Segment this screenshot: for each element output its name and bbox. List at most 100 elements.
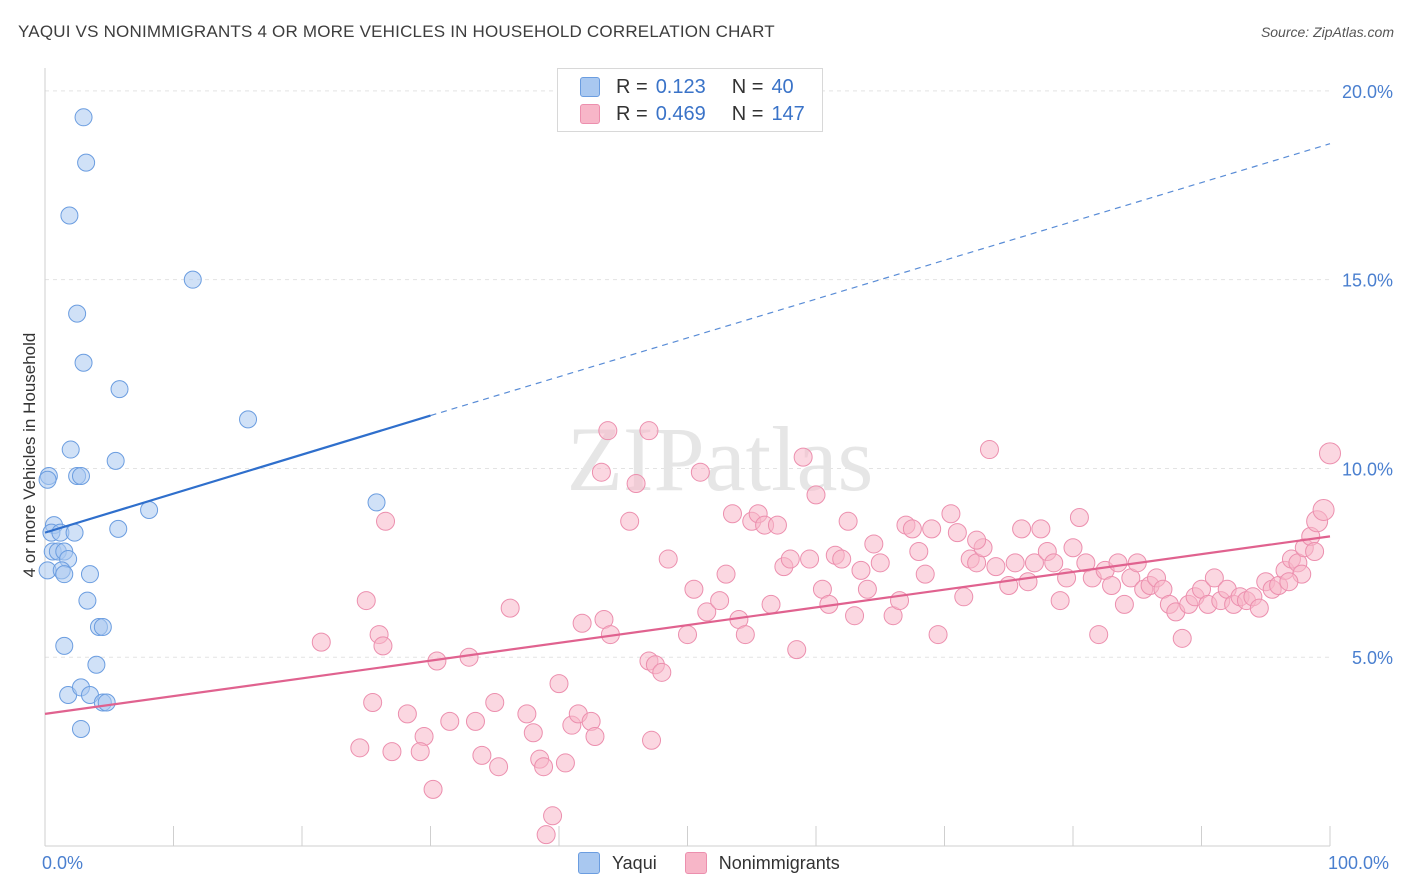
nonimmigrant-point [620, 511, 640, 531]
nonimmigrant-point [1089, 625, 1109, 645]
nonimmigrant-point [928, 625, 948, 645]
yaqui-point [110, 380, 129, 399]
nonimmigrant-point [311, 632, 331, 652]
nonimmigrant-point [922, 519, 942, 539]
nonimmigrant-point [1063, 538, 1083, 558]
nonimmigrant-point [979, 440, 999, 460]
yaqui-point [74, 108, 93, 127]
nonimmigrant-point [684, 579, 704, 599]
nonimmigrant-point [485, 693, 505, 713]
legend-n-value: 147 [771, 102, 805, 125]
yaqui-point [55, 636, 74, 655]
nonimmigrant-point [1172, 628, 1192, 648]
nonimmigrant-point [787, 640, 807, 660]
nonimmigrant-point [851, 560, 871, 580]
nonimmigrant-point [864, 534, 884, 554]
nonimmigrant-point [767, 515, 787, 535]
yaqui-point [60, 206, 79, 225]
nonimmigrant-point [697, 602, 717, 622]
y-tick-label: 15.0% [1342, 271, 1393, 291]
source-credit: Source: ZipAtlas.com [1260, 24, 1394, 40]
series-name-yaqui: Yaqui [612, 852, 657, 873]
series-name-nonimmigrants: Nonimmigrants [718, 852, 840, 873]
trend-lines [44, 143, 1331, 715]
nonimmigrant-point [967, 530, 987, 550]
yaqui-trend-line [44, 414, 431, 534]
nonimmigrant-point [517, 704, 537, 724]
y-tick-label: 5.0% [1352, 648, 1393, 668]
correlation-legend: R = 0.123 N = 40 R = 0.469 N = 147 [557, 68, 823, 132]
nonimmigrant-point [543, 806, 563, 826]
yaqui-point [93, 618, 112, 637]
nonimmigrant-point [382, 742, 402, 762]
nonimmigrant-point [1069, 508, 1089, 528]
legend-n-label: N = [731, 75, 764, 98]
legend-r-label: R = [616, 102, 648, 125]
yaqui-point [77, 153, 96, 172]
nonimmigrant-point [793, 447, 813, 467]
nonimmigrant-point [376, 511, 396, 531]
nonimmigrant-point [591, 462, 611, 482]
yaqui-point [71, 719, 90, 738]
nonimmigrant-point [941, 504, 961, 524]
nonimmigrant-point [722, 504, 742, 524]
nonimmigrant-point [1044, 553, 1064, 573]
yaqui-point [74, 353, 93, 372]
nonimmigrant-point [363, 693, 383, 713]
legend-r-value: 0.123 [655, 75, 706, 98]
series-legend-nonimmigrants: Nonimmigrants [684, 852, 840, 874]
nonimmigrant-point [523, 723, 543, 743]
nonimmigrant-point [1050, 591, 1070, 611]
y-axis-label: 4 or more Vehicles in Household [20, 332, 39, 578]
nonimmigrant-point [710, 591, 730, 611]
nonimmigrant-point [626, 474, 646, 494]
series-legend-yaqui: Yaqui [578, 852, 657, 874]
nonimmigrant-point [652, 662, 672, 682]
yaqui-point [239, 410, 258, 429]
nonimmigrant-point [423, 779, 443, 799]
nonimmigrant-point [735, 625, 755, 645]
yaqui-trend-extension [430, 143, 1331, 417]
nonimmigrant-point [534, 757, 554, 777]
nonimmigrant-point [909, 542, 929, 562]
series-swatch-yaqui [578, 852, 600, 874]
nonimmigrant-point [1279, 572, 1299, 592]
nonimmigrant-point [440, 711, 460, 731]
nonimmigrant-point [1249, 598, 1269, 618]
nonimmigrant-point [1018, 572, 1038, 592]
yaqui-point [183, 270, 202, 289]
legend-n-label: N = [731, 102, 764, 125]
yaqui-point [71, 466, 90, 485]
yaqui-point [87, 655, 106, 674]
nonimmigrant-point [572, 613, 592, 633]
legend-r-value: 0.469 [655, 102, 706, 125]
nonimmigrant-point [690, 462, 710, 482]
series-legend: Yaqui Nonimmigrants [578, 852, 868, 874]
nonimmigrant-point [832, 549, 852, 569]
y-tick-label: 20.0% [1342, 82, 1393, 102]
nonimmigrant-point [472, 745, 492, 765]
nonimmigrant-point [350, 738, 370, 758]
nonimmigrant-point [902, 519, 922, 539]
yaqui-point [80, 565, 99, 584]
nonimmigrant-point [806, 485, 826, 505]
nonimmigrant-point [838, 511, 858, 531]
nonimmigrant-point [465, 711, 485, 731]
legend-n-value: 40 [771, 75, 794, 98]
nonimmigrant-point [1204, 568, 1224, 588]
nonimmigrant-point [716, 564, 736, 584]
nonimmigrant-point [947, 523, 967, 543]
axes [44, 68, 1331, 847]
nonimmigrant-point [857, 579, 877, 599]
nonimmigrant-point [986, 557, 1006, 577]
yaqui-point [140, 500, 159, 519]
yaqui-point [78, 591, 97, 610]
nonimmigrant-point [373, 636, 393, 656]
nonimmigrant-point [845, 606, 865, 626]
nonimmigrant-point [397, 704, 417, 724]
y-tick-labels: 5.0% 10.0% 15.0% 20.0% [1342, 82, 1393, 668]
nonimmigrant-point [780, 549, 800, 569]
nonimmigrant-point [1005, 553, 1025, 573]
x-tick-label-min: 0.0% [42, 853, 84, 873]
